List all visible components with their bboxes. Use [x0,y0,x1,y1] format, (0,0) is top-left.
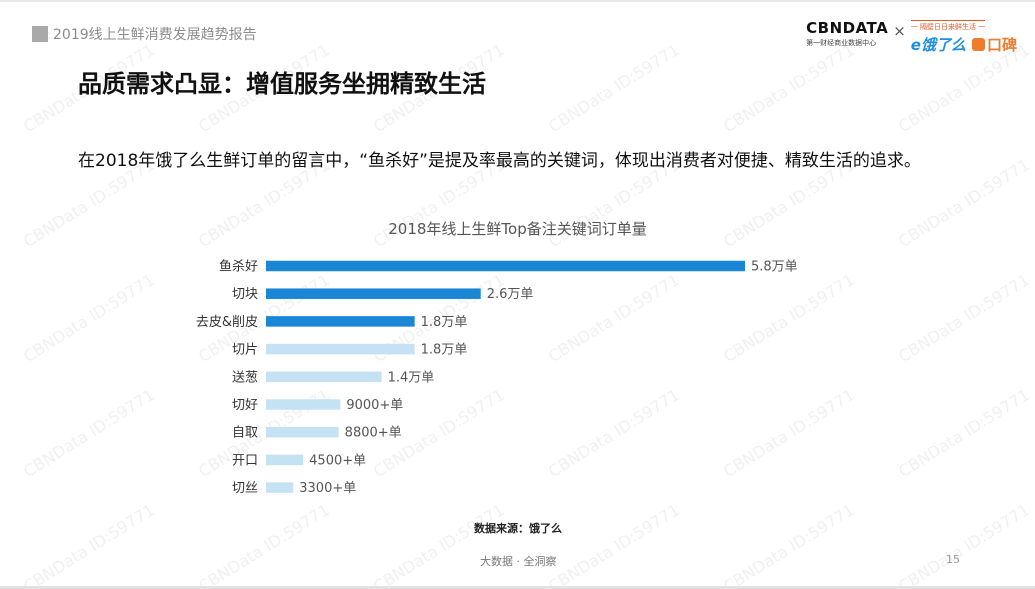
bar [266,343,415,355]
top-border [0,0,1035,2]
category-label: 开口 [232,453,258,468]
bar [266,426,339,438]
bottom-border [0,586,1035,589]
partner-row: e饿了么 口碑 [911,34,1017,55]
category-label: 切好 [232,398,258,413]
data-label: 2.6万单 [487,287,534,302]
category-label: 送葱 [232,370,258,385]
watermark-text: CBNData ID:59771 [195,500,333,589]
data-label: 1.4万单 [388,370,435,385]
report-title: 2019线上生鲜消费发展趋势报告 [53,27,257,43]
page-title: 品质需求凸显：增值服务坐拥精致生活 [78,70,486,98]
data-label: 1.8万单 [421,315,468,330]
bar [266,371,382,383]
data-label: 3300+单 [299,481,356,496]
bar [266,288,481,299]
category-label: 切块 [232,287,258,302]
category-label: 去皮&削皮 [196,315,258,330]
times-separator: × [893,22,906,40]
watermark-text: CBNData ID:59771 [545,500,683,589]
data-label: 9000+单 [346,398,403,413]
page-subtitle: 在2018年饿了么生鲜订单的留言中，“鱼杀好”是提及率最高的关键词，体现出消费者… [78,151,921,171]
bar [266,399,341,410]
cbndata-subtitle: 第一财经商业数据中心 [806,39,877,47]
bar [266,260,745,272]
data-label: 1.8万单 [421,343,468,358]
eleme-koubei-logo: 一 隔壁日日来鲜生活 一 e饿了么 口碑 [910,20,1017,55]
koubei-icon [971,38,985,51]
page-number: 15 [946,553,960,566]
watermark-text: CBNData ID:59771 [895,500,1033,589]
watermark-text: CBNData ID:59771 [20,500,158,589]
cbndata-name: CBNDATA [806,19,889,37]
watermark-text: CBNData ID:59771 [720,500,858,589]
category-label: 鱼杀好 [219,259,258,275]
partner-logos: CBNDATA 第一财经商业数据中心 × 一 隔壁日日来鲜生活 一 e饿了么 口… [806,20,1017,55]
chart-title: 2018年线上生鲜Top备注关键词订单量 [388,220,647,238]
cbndata-logo: CBNDATA 第一财经商业数据中心 [806,20,888,48]
category-label: 切片 [232,343,258,358]
koubei-logo: 口碑 [986,36,1017,54]
bar [266,482,294,493]
partner-slogan: 一 隔壁日日来鲜生活 一 [910,20,986,32]
category-label: 自取 [232,426,258,441]
bar [266,316,415,327]
data-label: 4500+单 [309,453,366,468]
bar [266,454,304,466]
data-label: 5.8万单 [751,260,798,275]
watermark-text: CBNData ID:59771 [370,500,508,589]
footer-text: 大数据 · 全洞察 [480,555,557,568]
category-label: 切丝 [232,481,258,496]
watermark-text: CBNData ID:59771 [545,40,683,137]
data-label: 8800+单 [345,426,402,441]
report-tag: 2019线上生鲜消费发展趋势报告 [32,24,257,44]
data-source: 数据来源：饿了么 [474,522,562,535]
report-tag-square-icon [32,26,48,42]
eleme-logo: e饿了么 [910,36,966,54]
